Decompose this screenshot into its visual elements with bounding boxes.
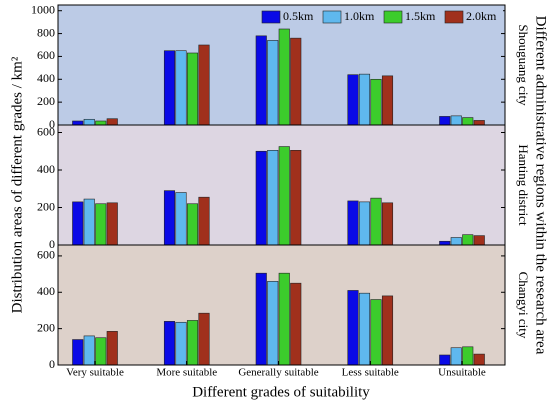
bar [439,116,451,126]
bar [255,35,267,126]
bar [381,295,394,366]
bar [290,37,302,126]
panel-frame [57,244,506,366]
bar [106,331,118,366]
y-tick-label: 200 [37,94,55,108]
legend-swatch [383,10,403,24]
bar [175,50,187,126]
bar [72,201,84,246]
bar [186,320,199,366]
bar [163,190,176,246]
bar [290,150,302,246]
bar [278,272,290,366]
bar [175,192,187,246]
x-tick-label: More suitable [156,367,217,379]
bar [72,120,84,126]
bar [186,203,199,246]
bar [198,312,210,366]
bar [347,74,359,126]
bar [95,337,107,366]
legend-swatch [444,10,464,24]
legend-swatch [322,10,342,24]
bar [358,201,371,246]
y-tick-label: 400 [37,71,55,85]
right-axis-label: Different administrative regions within … [533,16,549,355]
bar [198,44,210,126]
panel-title: Hanting district [516,144,531,226]
bar [278,146,290,246]
legend-label: 1.0km [344,9,375,23]
y-tick-label: 200 [37,199,55,213]
legend-label: 0.5km [283,9,314,23]
y-tick-label: 600 [37,124,55,138]
bar [450,115,462,126]
y-tick-label: 0 [49,117,55,131]
legend-label: 1.5km [405,9,436,23]
y-tick-label: 0 [49,357,55,371]
bar [290,282,302,366]
x-tick-label: Very suitable [66,367,124,379]
y-tick-label: 400 [37,284,55,298]
bar [267,40,279,126]
bar [83,198,95,246]
legend-box [258,8,503,26]
bar [267,281,279,366]
bar [95,203,107,246]
bar [473,353,485,366]
bar [163,321,176,366]
bar [370,78,382,126]
x-tick-label: Generally suitable [238,367,318,379]
bar [462,234,474,246]
legend-label: 2.0km [466,9,497,23]
bar [83,118,95,126]
bar [347,200,359,246]
bar [72,339,84,366]
bar [358,73,371,126]
panel-title: Shouguang city [516,24,531,106]
bar [106,202,118,246]
legend-swatch [261,10,281,24]
bar [439,354,451,366]
y-tick-label: 600 [37,48,55,62]
bar [450,237,462,246]
y-axis-label: Distribution areas of different grades /… [9,56,25,313]
bar [370,299,382,366]
y-tick-label: 1000 [31,2,55,16]
bar [381,75,394,126]
y-tick-label: 600 [37,248,55,262]
y-tick-label: 400 [37,162,55,176]
x-axis-label: Different grades of suitability [192,384,370,400]
bar [347,290,359,366]
bar [106,118,118,126]
bar [450,347,462,366]
bar [462,346,474,366]
x-tick-label: Less suitable [342,367,399,379]
y-tick-label: 0 [49,237,55,251]
bar [381,202,394,246]
bar [255,150,267,246]
panel-title: Changyi city [516,272,531,339]
y-tick-label: 800 [37,25,55,39]
bar [255,272,267,366]
bar [267,150,279,246]
bar [473,120,485,126]
bar [358,292,371,366]
bar [439,240,451,246]
bar [473,235,485,246]
bar [175,321,187,366]
y-tick-label: 200 [37,320,55,334]
bar [278,28,290,126]
bar [370,197,382,246]
bar [163,50,176,126]
x-tick-label: Unsuitable [438,367,486,379]
bar [83,335,95,366]
bar [186,52,199,126]
bar [462,117,474,126]
bar [198,196,210,246]
bar [95,120,107,126]
